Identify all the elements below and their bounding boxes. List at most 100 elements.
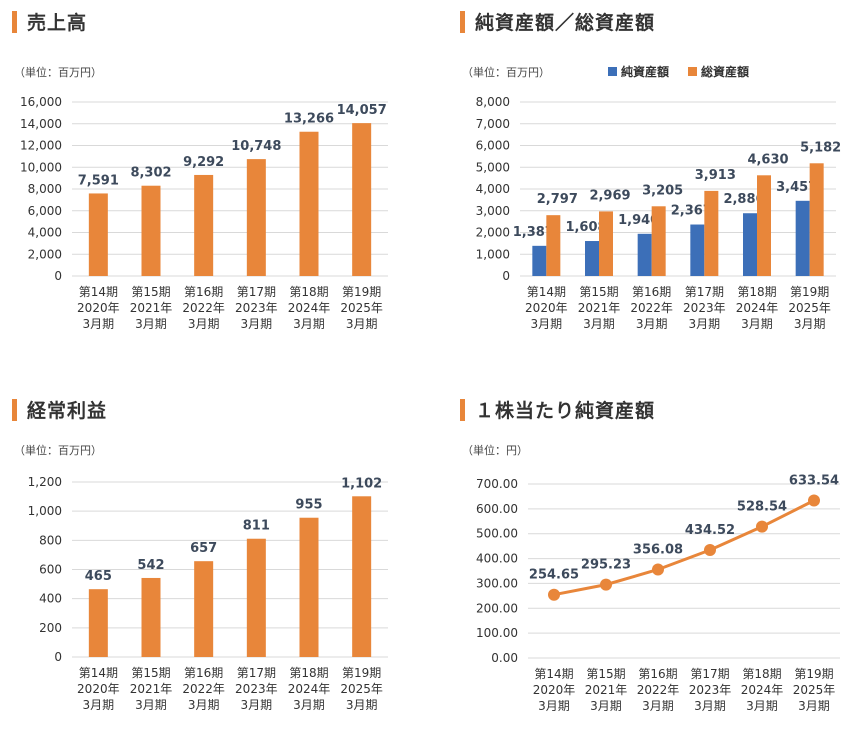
category-label: 2020年 [525,301,568,315]
y-tick-label: 10,000 [20,160,62,174]
y-tick-label: 12,000 [20,139,62,153]
y-tick-label: 4,000 [476,182,510,196]
y-tick-label: 200 [39,621,62,635]
legend-label: 純資産額 [621,64,669,79]
legend-swatch [688,67,697,76]
data-label: 542 [137,558,164,573]
data-label: 1,940 [618,213,659,228]
category-label: 第17期 [690,667,729,681]
data-point [756,520,768,533]
category-label: 3月期 [741,317,773,331]
unit-label: （単位：百万円） [462,65,550,79]
y-tick-label: 800 [39,533,62,547]
data-label: 356.08 [633,542,683,557]
ordinary-chart: （単位：百万円） 0 200 400 600 800 1,000 1,200 第14期 2020年… [14,443,388,712]
bar [637,233,652,276]
category-label: 第19期 [342,666,381,680]
bps-chart: （単位：円） 0.00 100.00 200.00 300.00 400.00 500.00… [462,443,840,713]
category-label: 第16期 [184,666,223,680]
ordinary-panel: 経常利益 （単位：百万円） 0 200 400 600 800 1,000 1,200 第14期… [0,388,425,752]
category-label: 2025年 [340,682,383,696]
data-label: 5,182 [800,140,841,155]
data-label: 811 [243,519,270,534]
sales-chart: （単位：百万円） 0 2,000 4,000 6,000 8,000 10,000 12,00… [14,65,388,331]
data-label: 3,913 [695,168,736,183]
category-label: 第18期 [289,285,328,299]
bps-title: １株当たり純資産額 [475,400,656,422]
sales-panel: 売上高 （単位：百万円） 0 2,000 4,000 6,000 8,000 10,000 1… [0,0,425,364]
data-point [704,543,716,556]
bar [194,174,214,276]
category-label: 3月期 [346,317,378,331]
assets-chart: （単位：百万円） 純資産額 総資産額 0 1,000 2,000 3,000 4,000 5,0… [462,64,841,331]
category-label: 第16期 [638,667,677,681]
data-label: 9,292 [183,155,224,170]
category-label: 3月期 [798,699,830,713]
category-label: 第15期 [586,667,625,681]
y-tick-label: 100.00 [476,626,518,640]
y-tick-label: 6,000 [28,204,62,218]
category-label: 2021年 [585,683,628,697]
category-label: 2021年 [578,301,621,315]
assets-heading: 純資産額／総資産額 [460,8,655,35]
category-label: 第19期 [794,667,833,681]
bar [246,159,266,276]
bar [546,215,561,276]
category-label: 第14期 [79,666,118,680]
category-label: 2023年 [235,301,278,315]
category-label: 2022年 [630,301,673,315]
category-label: 3月期 [642,699,674,713]
bar [88,193,108,276]
bar [704,190,719,276]
bar [141,577,161,657]
category-label: 3月期 [590,699,622,713]
bar [743,213,757,276]
y-tick-label: 1,000 [28,504,62,518]
y-tick-label: 0 [54,269,62,283]
y-tick-label: 0 [54,650,62,664]
bar [757,175,771,276]
category-label: 2025年 [340,301,383,315]
category-label: 2022年 [637,683,680,697]
category-label: 2025年 [793,683,836,697]
category-label: 2023年 [689,683,732,697]
bar [352,123,372,276]
category-label: 第14期 [79,285,118,299]
y-tick-label: 200.00 [476,601,518,615]
category-label: 第18期 [289,666,328,680]
category-label: 2025年 [788,301,831,315]
y-tick-label: 2,000 [28,247,62,261]
data-label: 4,630 [747,152,788,167]
y-tick-label: 600.00 [476,502,518,516]
heading-accent-bar [12,10,17,33]
category-label: 第14期 [534,667,573,681]
category-label: 3月期 [135,698,167,712]
category-label: 第15期 [579,285,618,299]
category-label: 第17期 [237,666,276,680]
y-tick-label: 600 [39,563,62,577]
category-label: 2023年 [235,682,278,696]
y-tick-label: 300.00 [476,576,518,590]
data-label: 434.52 [685,523,735,538]
category-label: 第17期 [237,285,276,299]
y-tick-label: 400.00 [476,552,518,566]
category-label: 3月期 [689,317,721,331]
data-label: 10,748 [231,139,281,154]
y-tick-label: 3,000 [476,204,510,218]
data-label: 14,057 [337,103,387,118]
data-label: 1,387 [513,225,554,240]
sales-heading: 売上高 [12,8,87,35]
category-label: 2020年 [77,301,120,315]
y-tick-label: 4,000 [28,226,62,240]
data-label: 2,886 [723,192,764,207]
data-label: 295.23 [581,558,631,573]
data-label: 8,302 [130,166,171,181]
category-label: 3月期 [794,317,826,331]
category-label: 2024年 [741,683,784,697]
category-label: 3月期 [188,317,220,331]
category-label: 第18期 [737,285,776,299]
y-tick-label: 8,000 [28,182,62,196]
assets-title: 純資産額／総資産額 [475,12,656,34]
data-label: 955 [295,498,322,513]
data-label: 7,591 [78,173,119,188]
